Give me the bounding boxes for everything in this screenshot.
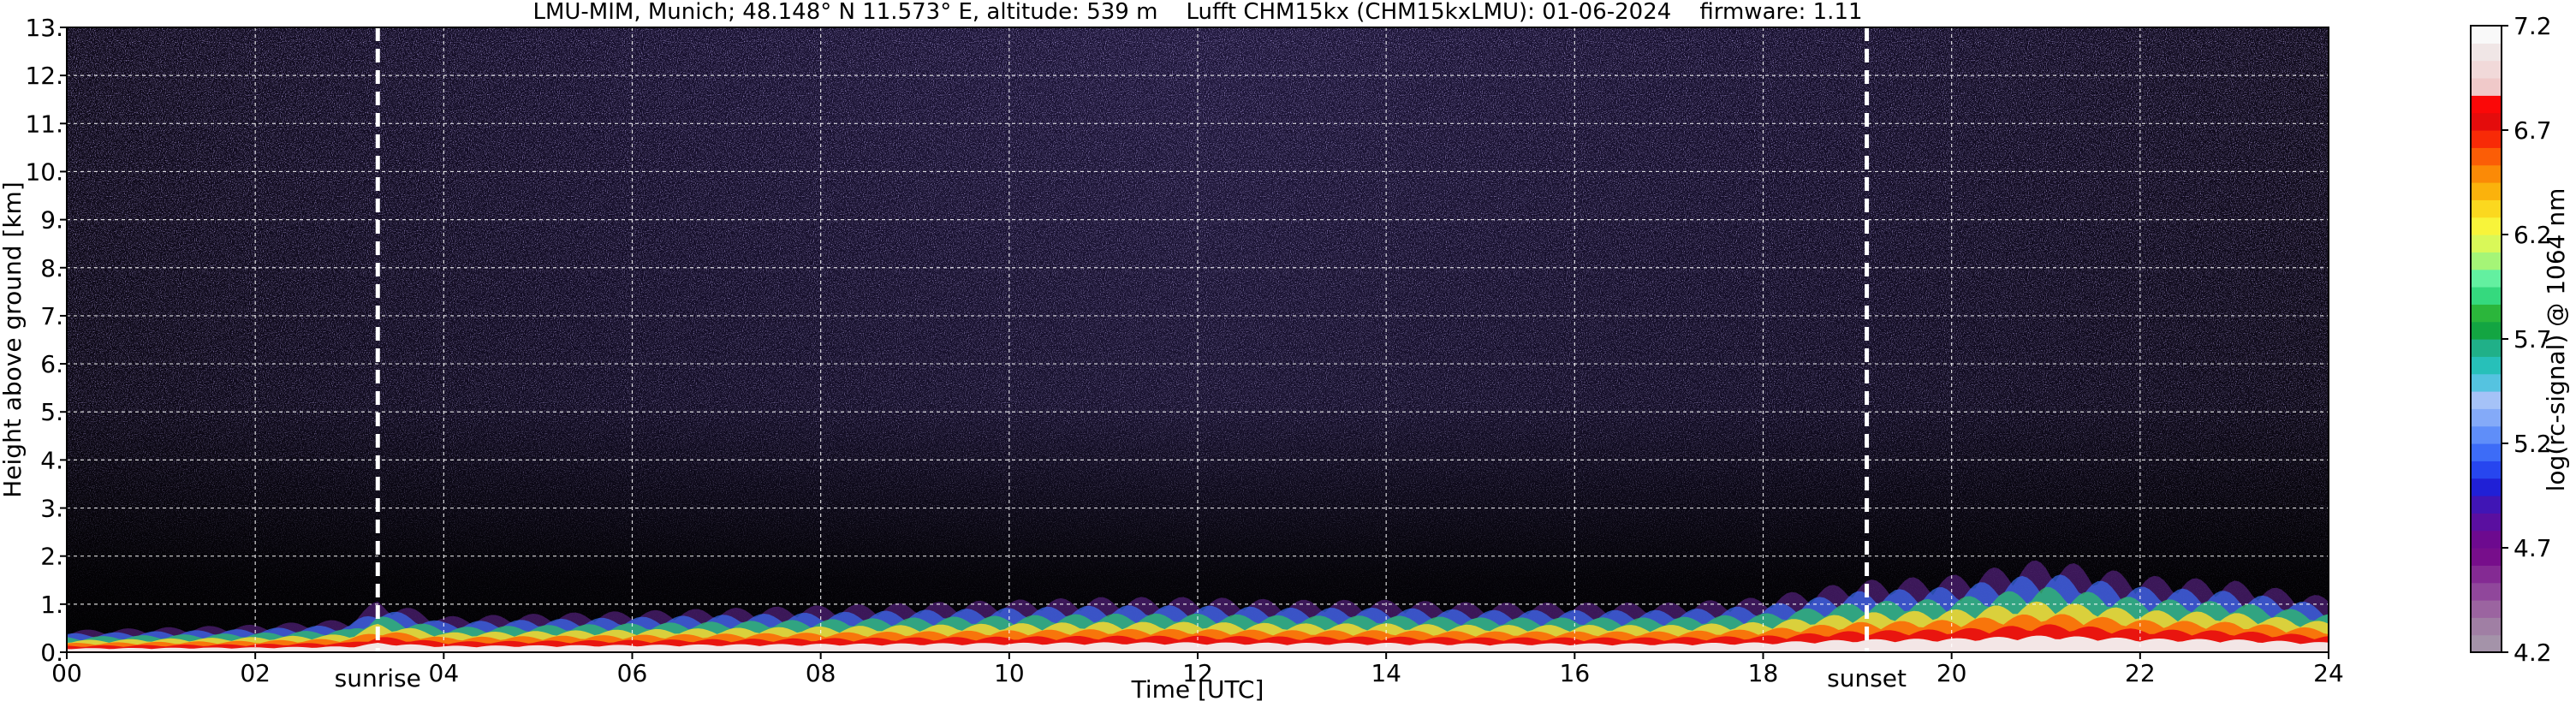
colorbar-segment (2471, 425, 2502, 444)
colorbar-segment (2471, 164, 2502, 183)
y-tick-label: 1. (40, 591, 63, 619)
colorbar-segment (2471, 373, 2502, 392)
colorbar-segment (2471, 199, 2502, 218)
y-tick-label: 8. (40, 254, 63, 282)
colorbar-segment (2471, 634, 2502, 653)
colorbar-segment (2471, 391, 2502, 409)
colorbar-segment (2471, 321, 2502, 340)
x-tick-label: 06 (617, 659, 648, 687)
y-axis: 0. 1. 2. 3. 4. 5. 6. 7. 8. 9. 10. 11. 12. 13. (25, 14, 67, 667)
x-axis-label: Time [UTC] (1131, 675, 1264, 704)
colorbar-segment (2471, 530, 2502, 549)
y-tick-label: 3. (40, 495, 63, 523)
x-tick-label: 08 (806, 659, 836, 687)
colorbar-segment (2471, 356, 2502, 375)
y-tick-label: 2. (40, 543, 63, 571)
colorbar-segment (2471, 617, 2502, 636)
x-tick-label: 02 (240, 659, 271, 687)
colorbar-segment (2471, 60, 2502, 79)
colorbar-segment (2471, 582, 2502, 601)
y-tick-label: 12. (25, 62, 63, 90)
y-tick-label: 5. (40, 398, 63, 426)
x-tick-label: 22 (2125, 659, 2156, 687)
x-axis: 00 02 04 06 08 10 12 14 16 18 20 22 24 (51, 652, 2344, 687)
colorbar-segment (2471, 43, 2502, 62)
colorbar-segment (2471, 252, 2502, 270)
x-tick-label: 14 (1371, 659, 1401, 687)
colorbar-segment (2471, 304, 2502, 323)
y-tick-label: 9. (40, 206, 63, 235)
colorbar-tick-label: 7.2 (2514, 12, 2552, 40)
colorbar-segment (2471, 460, 2502, 479)
colorbar-segment (2471, 565, 2502, 584)
event-label: sunrise (335, 664, 421, 692)
y-tick-label: 6. (40, 350, 63, 378)
event-label: sunset (1827, 664, 1907, 692)
colorbar-segment (2471, 600, 2502, 618)
chart-title: LMU-MIM, Munich; 48.148° N 11.573° E, al… (532, 0, 1862, 25)
x-tick-label: 10 (994, 659, 1025, 687)
colorbar-tick-label: 6.7 (2514, 116, 2552, 145)
colorbar-segment (2471, 217, 2502, 235)
x-tick-label: 12 (1182, 659, 1213, 687)
x-tick-label: 24 (2313, 659, 2344, 687)
colorbar-segment (2471, 287, 2502, 305)
y-tick-label: 4. (40, 446, 63, 474)
colorbar-segment (2471, 26, 2502, 44)
x-tick-label: 20 (1936, 659, 1967, 687)
colorbar-tick-label: 4.2 (2514, 639, 2552, 667)
y-tick-label: 11. (25, 110, 63, 138)
colorbar-segment (2471, 408, 2502, 427)
colorbar-segment (2471, 478, 2502, 496)
x-tick-label: 00 (51, 659, 82, 687)
x-tick-label: 18 (1748, 659, 1779, 687)
colorbar-segment (2471, 182, 2502, 200)
colorbar-segment (2471, 235, 2502, 253)
colorbar-tick-label: 5.7 (2514, 325, 2552, 354)
event-lines: sunrise sunset (335, 27, 1907, 692)
colorbar-segment (2471, 513, 2502, 532)
colorbar-segment (2471, 443, 2502, 461)
colorbar-tick-label: 5.2 (2514, 430, 2552, 458)
colorbar-label: log(rc-signal) @ 1064 nm (2542, 188, 2570, 492)
y-tick-label: 0. (40, 639, 63, 667)
colorbar-segment (2471, 548, 2502, 566)
colorbar-tick-label: 6.2 (2514, 221, 2552, 249)
colorbar-segment (2471, 269, 2502, 288)
colorbar-segment (2471, 147, 2502, 166)
colorbar-tick-label: 4.7 (2514, 534, 2552, 562)
y-tick-label: 7. (40, 302, 63, 330)
y-tick-label: 10. (25, 157, 63, 186)
colorbar-segment (2471, 496, 2502, 514)
colorbar-segment (2471, 112, 2502, 131)
colorbar-segment (2471, 95, 2502, 114)
colorbar-segment (2471, 339, 2502, 357)
plot-area (67, 27, 2329, 652)
colorbar-segment (2471, 130, 2502, 148)
x-tick-label: 16 (1560, 659, 1591, 687)
y-axis-label: Height above ground [km] (0, 181, 27, 498)
colorbar: 4.2 4.7 5.2 5.7 6.2 6.7 7.2 (2470, 12, 2552, 667)
x-tick-label: 04 (429, 659, 460, 687)
colorbar-segment (2471, 78, 2502, 96)
y-tick-label: 13. (25, 14, 63, 42)
